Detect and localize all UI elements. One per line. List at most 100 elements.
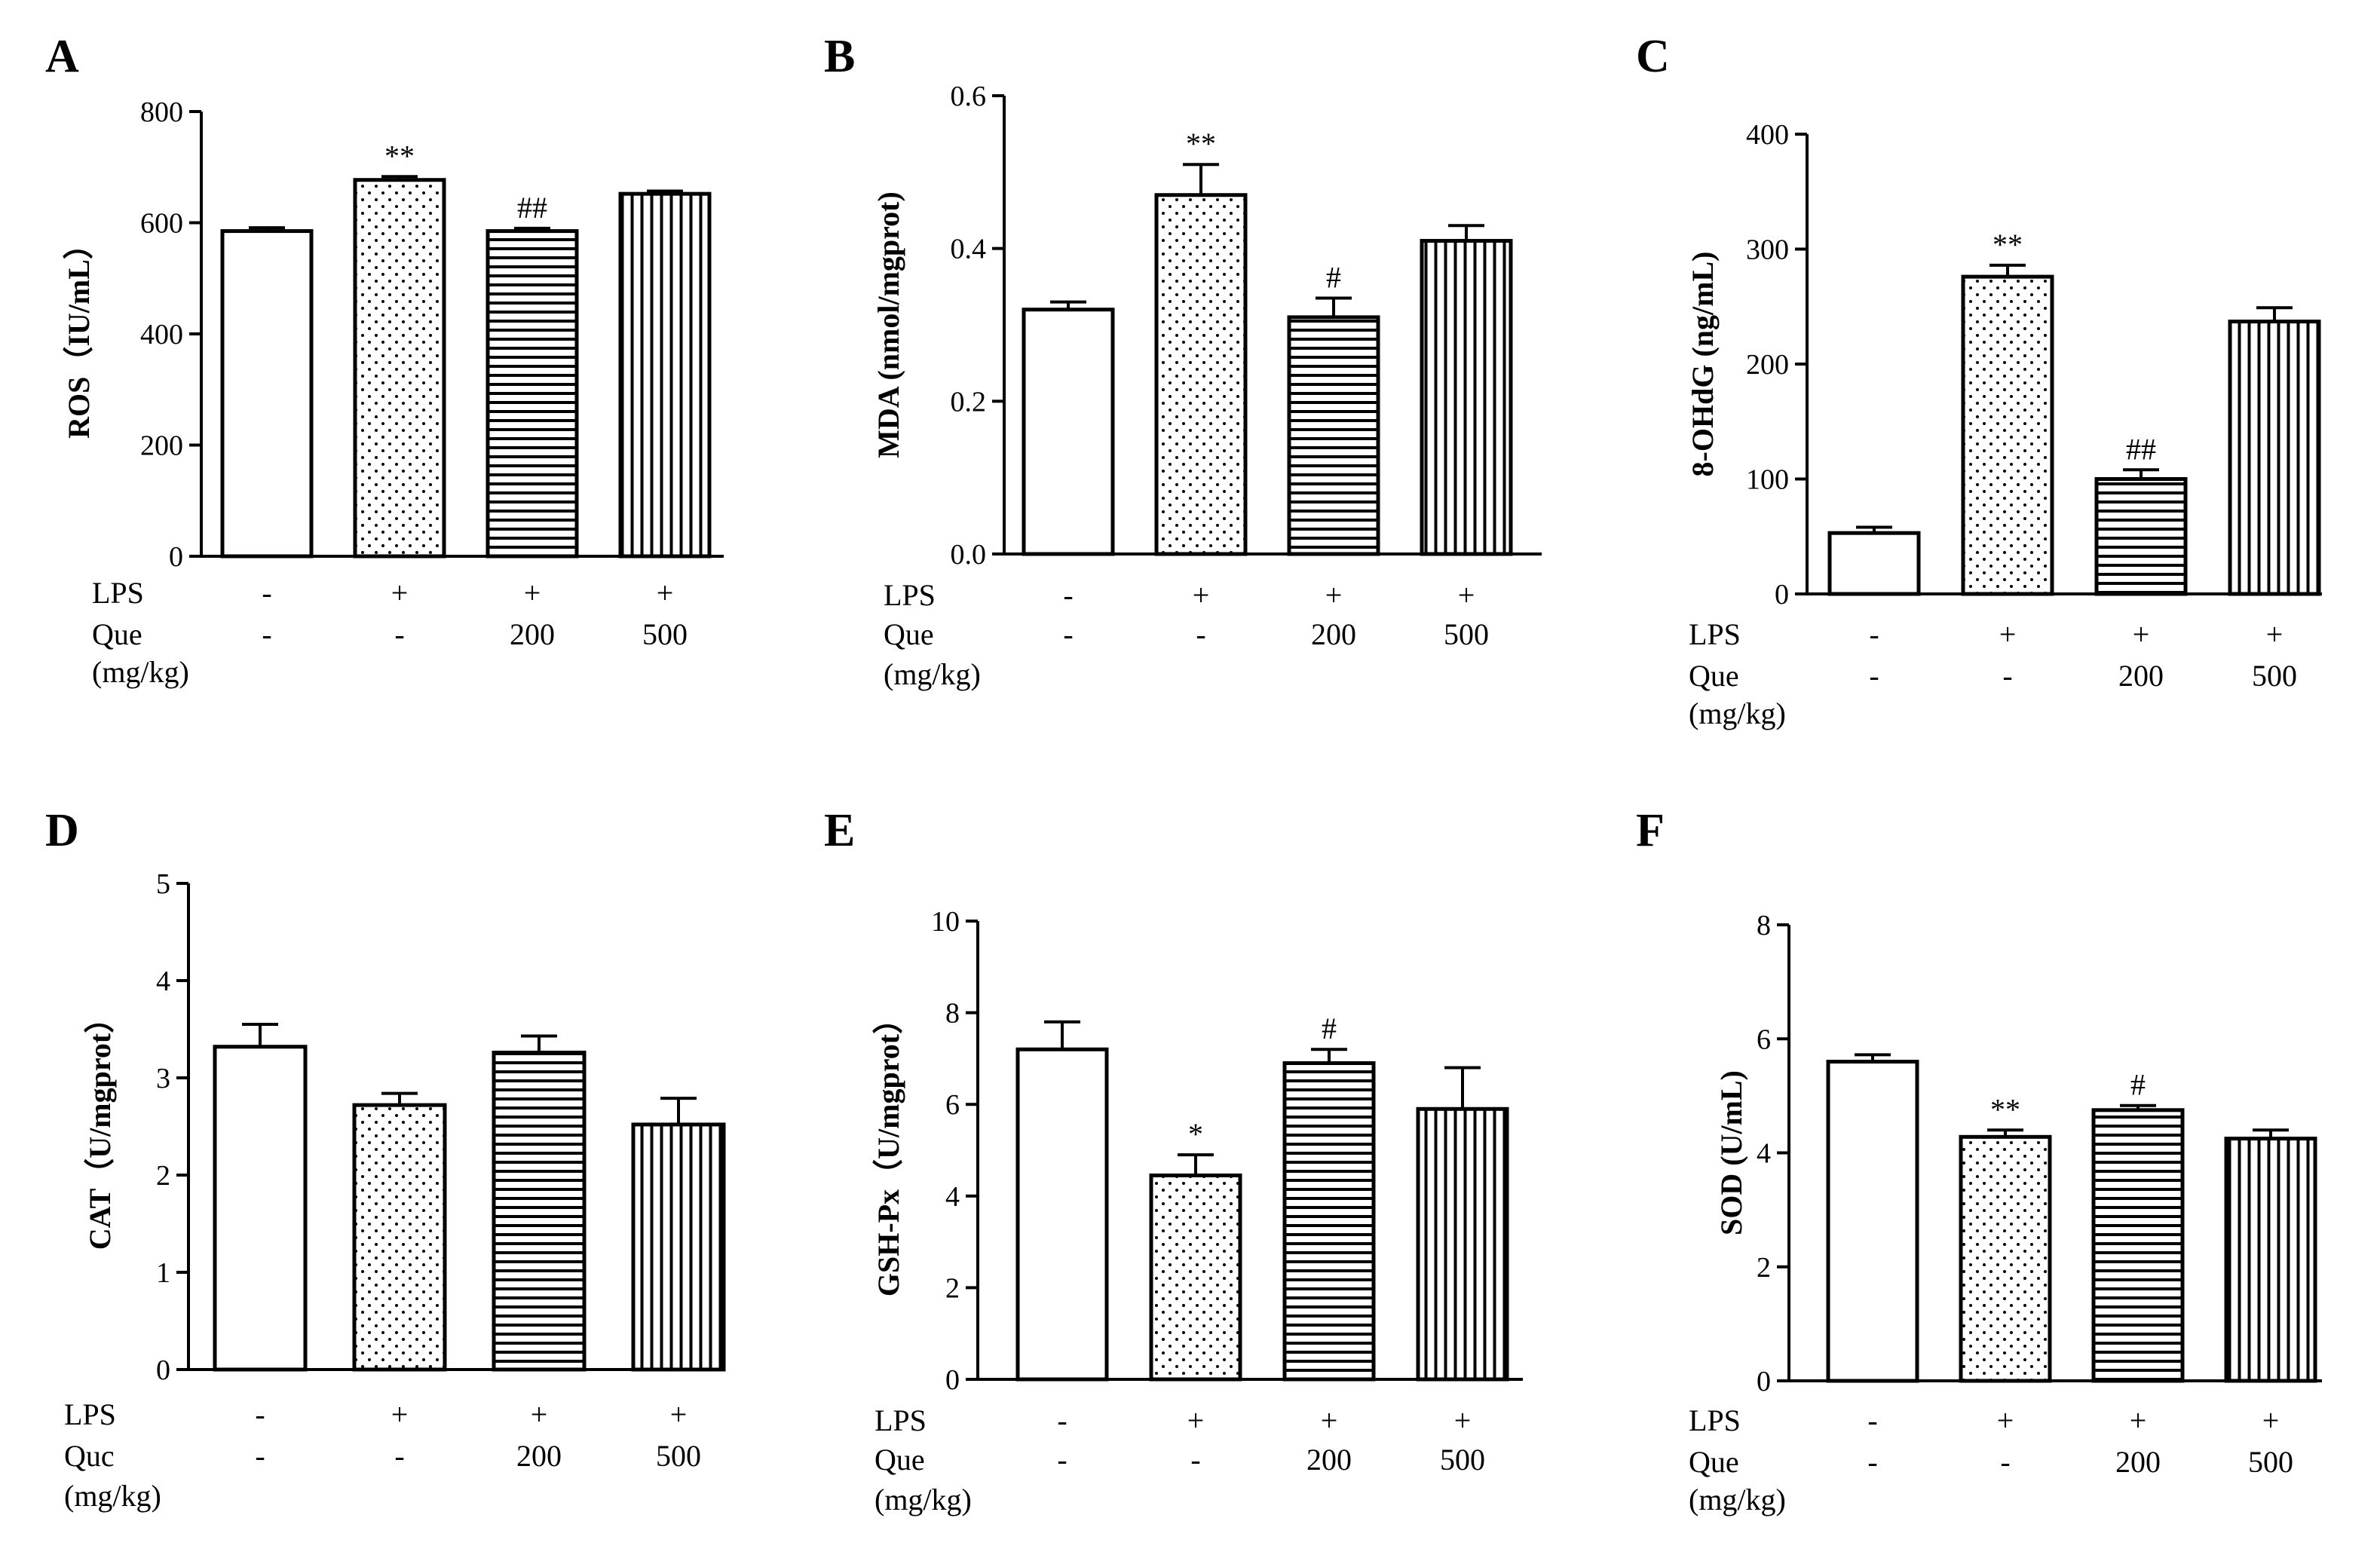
y-axis-label: GSH-Px（U/mgprot） — [871, 1004, 905, 1296]
significance-label: ** — [384, 139, 415, 173]
significance-label: ## — [517, 191, 547, 225]
lps-value: + — [1454, 1403, 1472, 1437]
y-axis-label: CAT（U/mgprot） — [83, 1003, 117, 1250]
lps-value: + — [670, 1397, 688, 1431]
lps-value: + — [2130, 1403, 2147, 1437]
panel-F: F 0 2 4 6 8 SOD (U/mL) - - ** + - # +200 +500 LPS Que (mg… — [1636, 805, 2322, 1517]
que-value: - — [1196, 617, 1205, 651]
y-tick-label: 400 — [1746, 119, 1789, 151]
panel-letter: A — [45, 31, 79, 82]
row-label: Que — [92, 617, 142, 651]
lps-value: - — [262, 576, 271, 610]
que-value: - — [2002, 659, 2012, 693]
bar — [2091, 1108, 2185, 1383]
bar — [1154, 193, 1248, 556]
y-tick-label: 6 — [1757, 1024, 1771, 1055]
y-tick-label: 0.4 — [951, 234, 987, 265]
y-tick-label: 1 — [156, 1257, 170, 1289]
bar — [1826, 1060, 1919, 1383]
bar — [631, 1122, 726, 1372]
y-tick-label: 3 — [156, 1063, 170, 1094]
panel-letter: C — [1636, 31, 1670, 82]
lps-value: + — [391, 1397, 409, 1431]
bar — [1282, 1061, 1376, 1382]
bar — [1961, 274, 2054, 596]
significance-label: ** — [1186, 127, 1216, 161]
panel-C: C 0 100 200 300 400 8-OHdG (ng/mL) - - ** + - ## +200… — [1636, 31, 2322, 730]
lps-value: + — [1458, 578, 1475, 612]
row-label: LPS — [884, 578, 936, 612]
significance-label: # — [1322, 1012, 1337, 1045]
que-value: - — [394, 617, 404, 651]
y-tick-label: 2 — [156, 1160, 170, 1192]
panel-letter: B — [824, 31, 855, 82]
y-tick-label: 2 — [1757, 1252, 1771, 1284]
y-tick-label: 0 — [1757, 1366, 1771, 1397]
y-tick-label: 0 — [169, 541, 183, 573]
row-label: LPS — [875, 1403, 927, 1437]
lps-value: + — [1321, 1403, 1338, 1437]
row-label: (mg/kg) — [875, 1483, 972, 1517]
que-value: - — [1190, 1443, 1200, 1477]
bar — [485, 229, 579, 559]
panel-letter: E — [824, 805, 855, 856]
bar — [2094, 477, 2188, 596]
panel-A: A 0 200 400 600 800 ROS（IU/mL） - - ** + - ## +200 +500… — [45, 31, 724, 689]
lps-value: + — [524, 576, 541, 610]
panel-B: B 0.0 0.2 0.4 0.6 MDA (nmol/mgprot) - - ** + - # +20… — [824, 31, 1542, 691]
lps-value: + — [1193, 578, 1210, 612]
lps-value: - — [1057, 1403, 1067, 1437]
row-label: (mg/kg) — [884, 657, 981, 691]
significance-label: * — [1188, 1117, 1203, 1151]
y-axis-label: 8-OHdG (ng/mL) — [1686, 252, 1720, 477]
que-value: - — [394, 1439, 404, 1473]
que-value: 200 — [2115, 1445, 2161, 1479]
bar — [353, 178, 446, 559]
que-value: 500 — [2248, 1445, 2293, 1479]
y-tick-label: 300 — [1746, 234, 1789, 266]
significance-label: ## — [2126, 432, 2156, 466]
bar — [1420, 239, 1513, 556]
lps-value: - — [255, 1397, 265, 1431]
y-tick-label: 8 — [945, 998, 960, 1030]
que-value: 200 — [2118, 659, 2164, 693]
bar — [1827, 531, 1921, 596]
y-tick-label: 5 — [156, 868, 170, 900]
lps-value: - — [1063, 578, 1073, 612]
y-axis-label: ROS（IU/mL） — [62, 229, 96, 439]
row-label: Que — [884, 617, 934, 651]
bar — [213, 1045, 308, 1372]
lps-value: + — [1187, 1403, 1205, 1437]
que-value: 500 — [656, 1439, 701, 1473]
que-value: 200 — [1311, 617, 1356, 651]
lps-value: + — [2266, 617, 2284, 651]
lps-value: + — [531, 1397, 548, 1431]
lps-value: + — [2262, 1403, 2280, 1437]
y-tick-label: 0 — [1775, 579, 1789, 611]
bar — [618, 191, 712, 559]
y-tick-label: 4 — [156, 966, 170, 997]
y-tick-label: 10 — [931, 906, 960, 938]
bar — [1015, 1047, 1109, 1382]
que-value: - — [2000, 1445, 2010, 1479]
row-label: LPS — [92, 576, 144, 610]
bar — [1022, 308, 1115, 556]
y-tick-label: 800 — [140, 96, 183, 128]
y-tick-label: 0 — [945, 1364, 960, 1396]
lps-value: + — [1997, 1403, 2014, 1437]
que-value: 500 — [1440, 1443, 1485, 1477]
significance-label: ** — [1993, 228, 2023, 262]
que-value: 200 — [510, 617, 555, 651]
y-tick-label: 0 — [156, 1354, 170, 1386]
que-value: - — [1867, 1445, 1877, 1479]
row-label: LPS — [64, 1397, 116, 1431]
bar — [220, 229, 314, 559]
bar — [1959, 1134, 2052, 1383]
row-label: Que — [1689, 1445, 1739, 1479]
row-label: (mg/kg) — [64, 1479, 161, 1513]
row-label: (mg/kg) — [92, 655, 189, 689]
bar — [492, 1050, 587, 1372]
lps-value: + — [657, 576, 674, 610]
